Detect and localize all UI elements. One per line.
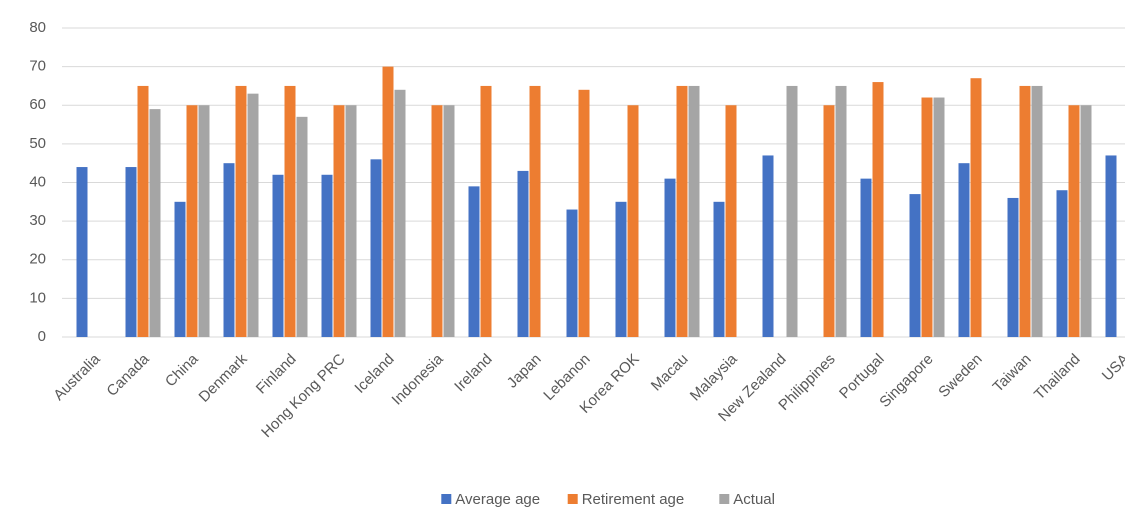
x-tick-label: China (162, 350, 202, 390)
bar (627, 105, 639, 337)
y-tick-label: 40 (29, 173, 46, 190)
bar (909, 194, 921, 337)
bar (921, 97, 933, 338)
bar (382, 66, 394, 337)
x-tick-label: Hong Kong PRC (258, 351, 349, 442)
bar (272, 174, 284, 337)
bar (664, 178, 676, 337)
bar (247, 93, 259, 337)
x-tick-label: Indonesia (389, 350, 447, 408)
legend-swatch (567, 494, 578, 504)
bar (296, 116, 308, 338)
bar (933, 97, 945, 338)
x-tick-label: Denmark (196, 350, 251, 405)
x-tick-label: Australia (50, 350, 104, 404)
bar (517, 170, 529, 337)
legend-label: Retirement age (582, 491, 685, 508)
x-tick-label: Sweden (935, 351, 985, 401)
y-tick-label: 50 (29, 135, 46, 152)
x-tick-label: Finland (253, 351, 300, 398)
legend-label: Actual (733, 491, 775, 508)
bar (529, 85, 541, 337)
y-tick-label: 10 (29, 289, 46, 306)
y-tick-label: 30 (29, 212, 46, 229)
bar (725, 105, 737, 337)
bar (370, 159, 382, 337)
legend-label: Average age (455, 491, 540, 508)
bar (174, 201, 186, 337)
bar (713, 201, 725, 337)
bar (235, 85, 247, 337)
bar (823, 105, 835, 337)
bar (688, 85, 700, 337)
y-tick-label: 0 (38, 328, 46, 345)
bar (566, 209, 578, 337)
bar (1080, 105, 1092, 337)
x-tick-label: Macau (648, 351, 692, 395)
bar (125, 167, 137, 337)
x-tick-label: Taiwan (990, 351, 1035, 396)
bar (1068, 105, 1080, 337)
y-tick-label: 20 (29, 251, 46, 268)
bar (284, 85, 296, 337)
bar (431, 105, 443, 337)
bar (1019, 85, 1031, 337)
bar (186, 105, 198, 337)
bar (786, 85, 798, 337)
bar (333, 105, 345, 337)
bar (835, 85, 847, 337)
bar (970, 78, 982, 338)
bar (137, 85, 149, 337)
x-tick-label: Japan (504, 351, 545, 392)
x-tick-label: Thailand (1031, 351, 1084, 404)
bar (578, 89, 590, 337)
x-tick-label: Canada (103, 350, 153, 400)
x-tick-label: Ireland (451, 351, 495, 395)
bar (1031, 85, 1043, 337)
bar (149, 109, 161, 337)
bar (443, 105, 455, 337)
x-tick-label: USA (1099, 351, 1125, 385)
bar (480, 85, 492, 337)
y-tick-label: 70 (29, 58, 46, 75)
bar (76, 167, 88, 337)
bar (223, 163, 235, 337)
legend-swatch (719, 494, 730, 504)
bar (345, 105, 357, 337)
bar (1105, 155, 1117, 337)
y-tick-label: 60 (29, 96, 46, 113)
bar (615, 201, 627, 337)
bar (872, 82, 884, 337)
bar (198, 105, 210, 337)
x-tick-label: Iceland (351, 351, 397, 397)
bar (321, 174, 333, 337)
bar (676, 85, 688, 337)
bar (468, 186, 480, 337)
bar (1056, 190, 1068, 337)
x-tick-label: Singapore (876, 351, 936, 411)
bar (762, 155, 774, 337)
legend-swatch (441, 494, 452, 504)
bar (958, 163, 970, 337)
bar (1007, 197, 1019, 337)
y-tick-label: 80 (29, 19, 46, 36)
bar (860, 178, 872, 337)
bar (394, 89, 406, 337)
